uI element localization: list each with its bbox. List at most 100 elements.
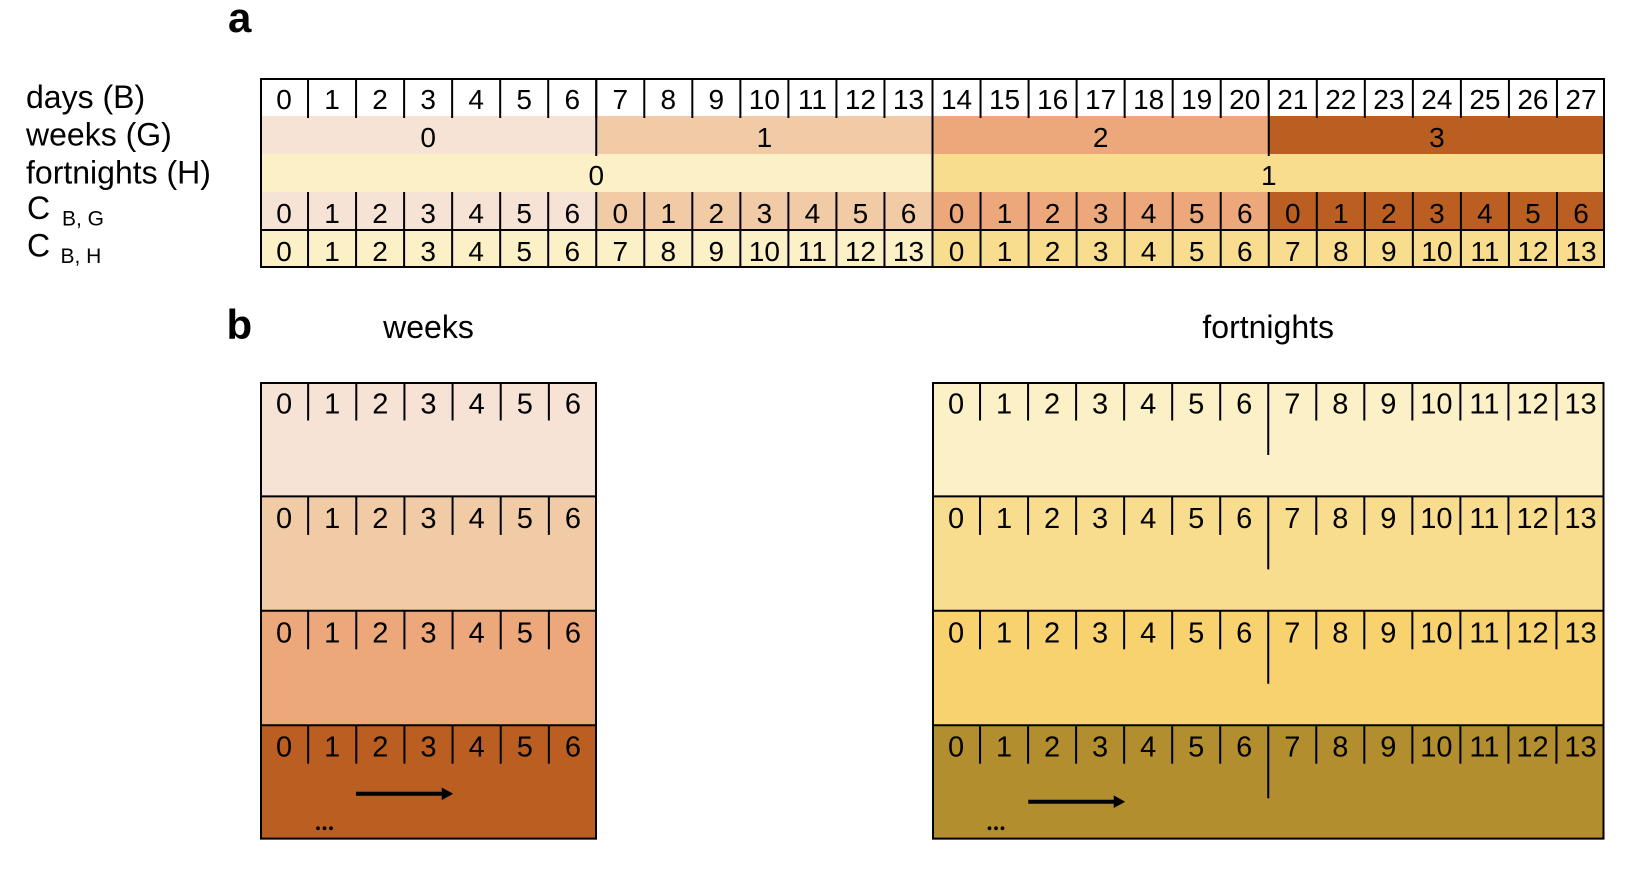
svg-text:2: 2 <box>372 236 388 267</box>
svg-text:2: 2 <box>372 617 388 649</box>
svg-text:10: 10 <box>749 236 780 267</box>
svg-text:2: 2 <box>1045 236 1061 267</box>
svg-text:b: b <box>227 301 253 348</box>
svg-text:0: 0 <box>948 617 964 649</box>
svg-text:2: 2 <box>709 198 725 229</box>
svg-text:4: 4 <box>469 732 485 764</box>
svg-text:4: 4 <box>469 389 485 421</box>
svg-text:7: 7 <box>1285 236 1301 267</box>
svg-text:11: 11 <box>1469 503 1499 535</box>
svg-text:3: 3 <box>420 84 436 115</box>
svg-text:0: 0 <box>276 503 292 535</box>
svg-text:5: 5 <box>517 389 533 421</box>
svg-text:0: 0 <box>948 503 964 535</box>
svg-text:12: 12 <box>1516 617 1548 649</box>
svg-text:13: 13 <box>1565 236 1596 267</box>
svg-text:13: 13 <box>1564 389 1596 421</box>
svg-text:12: 12 <box>845 84 876 115</box>
svg-text:6: 6 <box>564 84 580 115</box>
svg-text:2: 2 <box>1044 732 1060 764</box>
svg-text:2: 2 <box>1044 503 1060 535</box>
svg-text:0: 0 <box>948 389 964 421</box>
svg-text:3: 3 <box>420 617 436 649</box>
svg-text:5: 5 <box>516 84 532 115</box>
svg-text:3: 3 <box>1093 198 1109 229</box>
svg-text:6: 6 <box>1236 617 1252 649</box>
svg-text:4: 4 <box>1141 236 1157 267</box>
svg-text:5: 5 <box>517 732 533 764</box>
svg-text:2: 2 <box>372 503 388 535</box>
svg-text:0: 0 <box>276 236 292 267</box>
svg-text:13: 13 <box>1564 503 1596 535</box>
svg-text:13: 13 <box>893 236 924 267</box>
svg-text:9: 9 <box>1381 236 1397 267</box>
svg-text:6: 6 <box>565 389 581 421</box>
svg-text:11: 11 <box>798 236 827 267</box>
svg-text:9: 9 <box>1380 389 1396 421</box>
svg-text:6: 6 <box>565 732 581 764</box>
svg-text:9: 9 <box>709 84 725 115</box>
svg-text:1: 1 <box>324 389 340 421</box>
svg-text:0: 0 <box>276 198 292 229</box>
svg-text:1: 1 <box>757 122 773 153</box>
svg-text:8: 8 <box>1332 389 1348 421</box>
svg-text:0: 0 <box>948 732 964 764</box>
svg-text:6: 6 <box>1236 732 1252 764</box>
svg-text:25: 25 <box>1469 84 1500 115</box>
svg-text:11: 11 <box>1469 617 1499 649</box>
svg-text:9: 9 <box>1380 503 1396 535</box>
svg-text:0: 0 <box>276 84 292 115</box>
svg-text:15: 15 <box>989 84 1020 115</box>
svg-text:24: 24 <box>1421 84 1452 115</box>
svg-text:4: 4 <box>805 198 821 229</box>
svg-text:2: 2 <box>1044 617 1060 649</box>
svg-text:11: 11 <box>798 84 827 115</box>
svg-text:1: 1 <box>1333 198 1349 229</box>
svg-text:weeks (G): weeks (G) <box>25 117 172 153</box>
svg-text:1: 1 <box>324 503 340 535</box>
svg-text:1: 1 <box>324 236 340 267</box>
svg-text:5: 5 <box>1189 198 1205 229</box>
svg-text:days (B): days (B) <box>26 79 145 115</box>
svg-text:0: 0 <box>949 198 965 229</box>
svg-text:2: 2 <box>372 732 388 764</box>
svg-text:7: 7 <box>1284 617 1300 649</box>
svg-text:C: C <box>27 190 50 226</box>
svg-text:6: 6 <box>564 198 580 229</box>
svg-text:5: 5 <box>1525 198 1541 229</box>
svg-text:5: 5 <box>853 198 869 229</box>
svg-text:1: 1 <box>996 503 1012 535</box>
svg-text:5: 5 <box>1188 503 1204 535</box>
svg-text:0: 0 <box>949 236 965 267</box>
svg-text:4: 4 <box>1140 389 1156 421</box>
svg-text:1: 1 <box>996 732 1012 764</box>
svg-text:2: 2 <box>372 389 388 421</box>
svg-text:4: 4 <box>469 503 485 535</box>
svg-text:13: 13 <box>1564 732 1596 764</box>
svg-text:6: 6 <box>565 503 581 535</box>
svg-text:1: 1 <box>997 236 1013 267</box>
svg-text:13: 13 <box>1564 617 1596 649</box>
svg-text:3: 3 <box>757 198 773 229</box>
svg-text:7: 7 <box>612 236 628 267</box>
svg-text:12: 12 <box>1516 389 1548 421</box>
svg-text:4: 4 <box>469 617 485 649</box>
svg-text:9: 9 <box>1380 617 1396 649</box>
svg-text:5: 5 <box>1189 236 1205 267</box>
svg-text:5: 5 <box>517 617 533 649</box>
svg-text:10: 10 <box>1420 617 1452 649</box>
svg-text:6: 6 <box>1236 389 1252 421</box>
svg-text:2: 2 <box>1093 122 1109 153</box>
svg-text:3: 3 <box>1092 389 1108 421</box>
svg-text:3: 3 <box>420 503 436 535</box>
svg-text:11: 11 <box>1470 236 1499 267</box>
svg-text:5: 5 <box>516 236 532 267</box>
svg-text:13: 13 <box>893 84 924 115</box>
svg-text:1: 1 <box>996 617 1012 649</box>
svg-text:B, G: B, G <box>62 208 104 231</box>
svg-text:3: 3 <box>1429 122 1445 153</box>
svg-text:a: a <box>228 0 252 41</box>
svg-text:4: 4 <box>468 236 484 267</box>
svg-text:4: 4 <box>1140 732 1156 764</box>
svg-text:0: 0 <box>276 389 292 421</box>
